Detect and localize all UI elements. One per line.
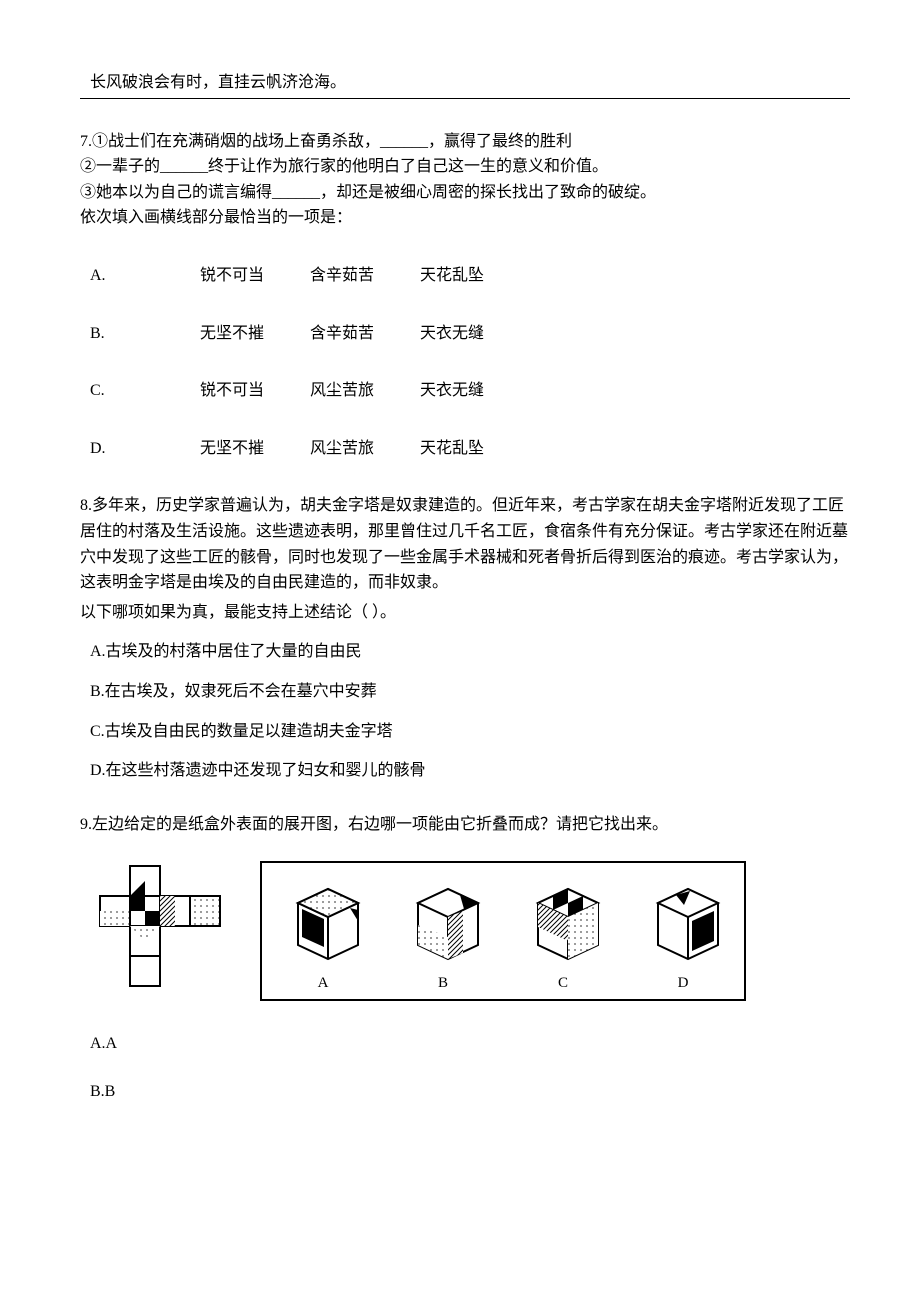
page-header: 长风破浪会有时，直挂云帆济沧海。 [80,70,850,99]
q8-option-a[interactable]: A.古埃及的村落中居住了大量的自由民 [90,639,850,665]
cube-label-b: B [398,971,488,995]
q9-answers: A.A B.B [80,1031,850,1104]
q8-number: 8. [80,497,92,514]
option-word: 天花乱坠 [420,436,530,462]
cube-net-icon [90,861,230,1001]
cube-label-a: A [278,971,368,995]
q9-body: 左边给定的是纸盒外表面的展开图，右边哪一项能由它折叠而成？请把它找出来。 [92,816,668,833]
header-motto: 长风破浪会有时，直挂云帆济沧海。 [90,74,346,91]
option-key: D. [90,436,200,462]
cube-choice-a[interactable]: A [278,875,368,995]
q7-line1: ①战士们在充满硝烟的战场上奋勇杀敌，______，赢得了最终的胜利 [92,133,572,150]
option-word: 风尘苦旅 [310,436,420,462]
question-7: 7.①战士们在充满硝烟的战场上奋勇杀敌，______，赢得了最终的胜利 ②一辈子… [80,129,850,462]
cube-b-icon [398,875,488,965]
option-word: 天花乱坠 [420,263,530,289]
q7-option-b[interactable]: B.无坚不摧含辛茹苦天衣无缝 [90,321,850,347]
option-key: A. [90,263,200,289]
cube-a-icon [278,875,368,965]
option-key: C. [90,378,200,404]
q7-number: 7. [80,133,92,150]
q8-prompt: 以下哪项如果为真，最能支持上述结论（ ）。 [80,600,850,626]
option-word: 风尘苦旅 [310,378,420,404]
cube-c-icon [518,875,608,965]
q7-line2: ②一辈子的______终于让作为旅行家的他明白了自己这一生的意义和价值。 [80,154,850,180]
cube-d-icon [638,875,728,965]
q9-number: 9. [80,816,92,833]
q9-figures: A B [90,861,850,1001]
q8-body: 多年来，历史学家普遍认为，胡夫金字塔是奴隶建造的。但近年来，考古学家在胡夫金字塔… [80,497,848,591]
question-9: 9.左边给定的是纸盒外表面的展开图，右边哪一项能由它折叠而成？请把它找出来。 [80,812,850,1105]
option-word: 天衣无缝 [420,378,530,404]
q7-option-a[interactable]: A.锐不可当含辛茹苦天花乱坠 [90,263,850,289]
q9-answer-a[interactable]: A.A [90,1031,850,1057]
option-word: 天衣无缝 [420,321,530,347]
option-word: 含辛茹苦 [310,263,420,289]
option-word: 锐不可当 [200,378,310,404]
cube-choice-b[interactable]: B [398,875,488,995]
q9-answer-b[interactable]: B.B [90,1079,850,1105]
q8-option-b[interactable]: B.在古埃及，奴隶死后不会在墓穴中安葬 [90,679,850,705]
q8-option-c[interactable]: C.古埃及自由民的数量足以建造胡夫金字塔 [90,719,850,745]
q7-option-c[interactable]: C.锐不可当风尘苦旅天衣无缝 [90,378,850,404]
q7-stem: 7.①战士们在充满硝烟的战场上奋勇杀敌，______，赢得了最终的胜利 ②一辈子… [80,129,850,231]
cube-label-d: D [638,971,728,995]
option-word: 含辛茹苦 [310,321,420,347]
cube-choice-c[interactable]: C [518,875,608,995]
q8-option-d[interactable]: D.在这些村落遗迹中还发现了妇女和婴儿的骸骨 [90,758,850,784]
option-word: 锐不可当 [200,263,310,289]
q7-option-d[interactable]: D.无坚不摧风尘苦旅天花乱坠 [90,436,850,462]
question-8: 8.多年来，历史学家普遍认为，胡夫金字塔是奴隶建造的。但近年来，考古学家在胡夫金… [80,493,850,783]
cube-choices-box: A B [260,861,746,1001]
q8-options: A.古埃及的村落中居住了大量的自由民 B.在古埃及，奴隶死后不会在墓穴中安葬 C… [80,639,850,783]
q7-options: A.锐不可当含辛茹苦天花乱坠 B.无坚不摧含辛茹苦天衣无缝 C.锐不可当风尘苦旅… [80,263,850,461]
cube-label-c: C [518,971,608,995]
cube-choice-d[interactable]: D [638,875,728,995]
option-word: 无坚不摧 [200,321,310,347]
q7-line4: 依次填入画横线部分最恰当的一项是： [80,205,850,231]
option-word: 无坚不摧 [200,436,310,462]
option-key: B. [90,321,200,347]
q7-line3: ③她本以为自己的谎言编得______，却还是被细心周密的探长找出了致命的破绽。 [80,180,850,206]
q9-stem: 9.左边给定的是纸盒外表面的展开图，右边哪一项能由它折叠而成？请把它找出来。 [80,812,850,838]
q8-stem: 8.多年来，历史学家普遍认为，胡夫金字塔是奴隶建造的。但近年来，考古学家在胡夫金… [80,493,850,595]
